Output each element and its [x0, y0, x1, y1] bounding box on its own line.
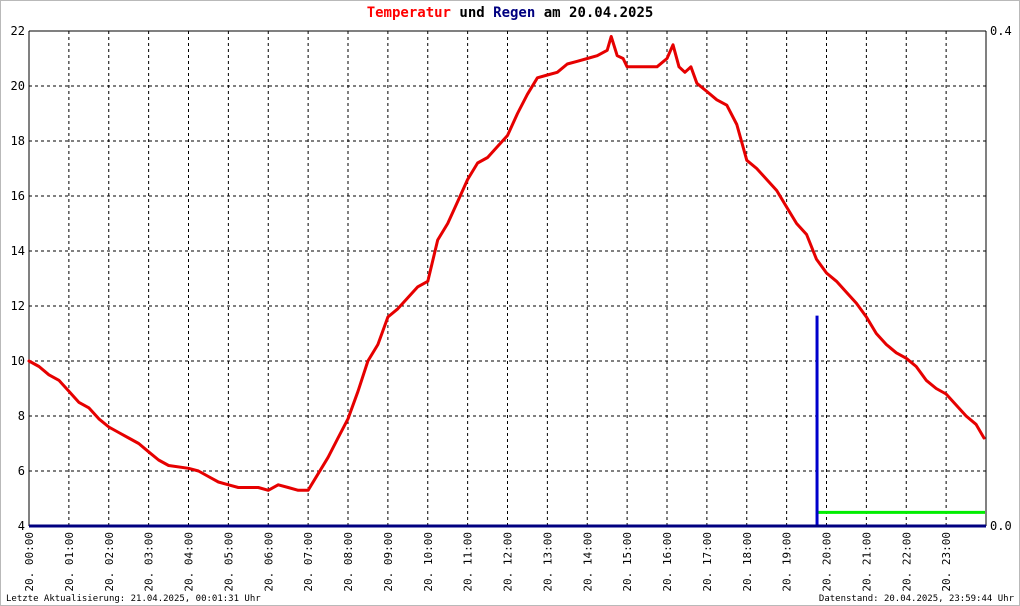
y-tick-label: 10 — [11, 354, 25, 368]
x-tick-label: 20. 13:00 — [541, 532, 554, 592]
x-tick-label: 20. 07:00 — [302, 532, 315, 592]
x-tick-label: 20. 12:00 — [502, 532, 515, 592]
x-tick-label: 20. 15:00 — [621, 532, 634, 592]
x-tick-label: 20. 04:00 — [183, 532, 196, 592]
title-connector: und — [450, 5, 494, 21]
x-tick-label: 20. 19:00 — [781, 532, 794, 592]
x-tick-label: 20. 06:00 — [262, 532, 275, 592]
x-tick-label: 20. 05:00 — [222, 532, 235, 592]
last-update-text: Letzte Aktualisierung: 21.04.2025, 00:01… — [6, 594, 261, 604]
x-tick-label: 20. 20:00 — [821, 532, 834, 592]
x-tick-label: 20. 16:00 — [661, 532, 674, 592]
title-date: am 20.04.2025 — [535, 5, 654, 21]
x-tick-label: 20. 02:00 — [103, 532, 116, 592]
temperature-line — [27, 35, 986, 492]
x-tick-label: 20. 21:00 — [860, 532, 873, 592]
x-tick-label: 20. 10:00 — [422, 532, 435, 592]
y-tick-label: 20 — [11, 79, 25, 93]
x-tick-label: 20. 11:00 — [462, 532, 475, 592]
y-tick-label: 4 — [18, 519, 25, 533]
x-tick-label: 20. 18:00 — [741, 532, 754, 592]
x-tick-label: 20. 00:00 — [23, 532, 36, 592]
chart-title: Temperatur und Regen am 20.04.2025 — [0, 5, 1020, 21]
y-tick-label: 14 — [11, 244, 25, 258]
y-tick-label: 12 — [11, 299, 25, 313]
x-tick-label: 20. 23:00 — [940, 532, 953, 592]
y-tick-label: 18 — [11, 134, 25, 148]
title-temperature: Temperatur — [366, 5, 451, 21]
x-tick-label: 20. 03:00 — [143, 532, 156, 592]
y-tick-label: 6 — [18, 464, 25, 478]
x-tick-label: 20. 17:00 — [701, 532, 714, 592]
data-timestamp-text: Datenstand: 20.04.2025, 23:59:44 Uhr — [818, 594, 1014, 604]
y-tick-label: 22 — [11, 24, 25, 38]
title-rain: Regen — [493, 5, 536, 21]
x-tick-label: 20. 22:00 — [900, 532, 913, 592]
x-tick-label: 20. 08:00 — [342, 532, 355, 592]
y2-tick-label: 0.0 — [990, 519, 1012, 533]
y-tick-label: 16 — [11, 189, 25, 203]
y2-tick-label: 0.4 — [990, 24, 1012, 38]
y-tick-label: 8 — [18, 409, 25, 423]
x-tick-label: 20. 09:00 — [382, 532, 395, 592]
x-tick-label: 20. 14:00 — [581, 532, 594, 592]
x-tick-label: 20. 01:00 — [63, 532, 76, 592]
